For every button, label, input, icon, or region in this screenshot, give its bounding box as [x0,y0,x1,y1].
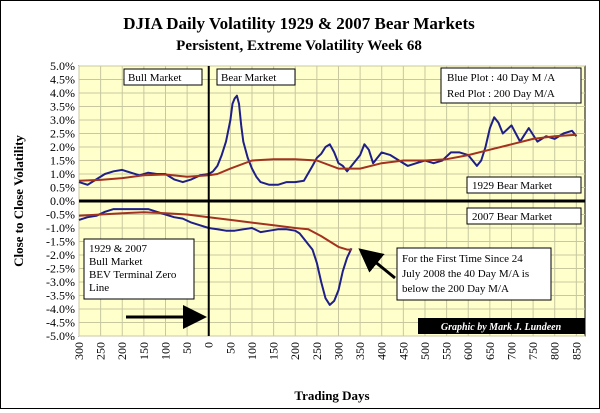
svg-text:Bull Market: Bull Market [89,256,142,268]
series-line-2 [78,133,577,182]
x-tick-label: 550 [440,342,454,360]
x-axis-label: Trading Days [294,388,369,403]
first-time-note: For the First Time Since 24 July 2008 th… [396,247,552,301]
bull-market-label: Bull Market [123,68,203,86]
x-tick-label: 50 [180,342,194,354]
x-tick-label: 100 [245,342,259,360]
y-tick-label: 1.0% [50,167,75,181]
credit-box: Graphic by Mark J. Lundeen [418,318,585,334]
svg-text:July 2008 the 40 Day M/A is: July 2008 the 40 Day M/A is [402,268,529,280]
x-tick-label: 850 [569,342,583,360]
y-tick-label: -5.0% [46,329,75,343]
panel-label-2007: 2007 Bear Market [466,207,582,225]
y-axis-label: Close to Close Volatility [11,135,26,267]
x-tick-label: 300 [331,342,345,360]
x-tick-label: 750 [526,342,540,360]
svg-text:below the 200 Day M/A: below the 200 Day M/A [402,283,509,295]
y-tick-label: 3.5% [50,100,75,114]
svg-text:1929 & 2007: 1929 & 2007 [89,243,148,255]
x-tick-label: 200 [115,342,129,360]
y-tick-label: 0.5% [50,181,75,195]
svg-text:Bull Market: Bull Market [128,72,181,84]
svg-text:2007 Bear Market: 2007 Bear Market [472,211,552,223]
legend: Blue Plot : 40 Day M /A Red Plot : 200 D… [440,67,582,104]
panel-label-1929: 1929 Bear Market [466,176,582,194]
data-lines [78,94,578,306]
chart-title: DJIA Daily Volatility 1929 & 2007 Bear M… [123,14,475,33]
y-tick-label: -1.5% [46,235,75,249]
series-line-1 [78,94,578,186]
x-tick-label: 650 [483,342,497,360]
y-tick-label: -3.0% [46,275,75,289]
y-tick-label: 2.0% [50,140,75,154]
x-tick-label: 250 [310,342,324,360]
x-tick-label: 0 [202,342,216,348]
x-tick-label: 200 [288,342,302,360]
y-tick-label: -3.5% [46,289,75,303]
x-tick-label: 150 [267,342,281,360]
y-tick-labels: 5.0%4.5%4.0%3.5%3.0%2.5%2.0%1.5%1.0%0.5%… [46,59,75,343]
svg-text:Bear Market: Bear Market [221,72,276,84]
x-tick-label: 600 [461,342,475,360]
y-tick-label: -0.5% [46,208,75,222]
bear-market-label: Bear Market [216,68,296,86]
series-line-4 [78,211,352,251]
x-tick-label: 300 [72,342,86,360]
svg-text:Line: Line [89,282,109,294]
arrow-to-crossover [358,248,396,280]
x-tick-label: 500 [418,342,432,360]
y-tick-label: -2.5% [46,262,75,276]
x-tick-label: 150 [137,342,151,360]
x-tick-label: 450 [396,342,410,360]
bev-note: 1929 & 2007 Bull Market BEV Terminal Zer… [83,238,195,300]
series-line-3 [78,208,353,306]
x-tick-label: 800 [548,342,562,360]
x-tick-labels: 300 250 200 150 100 50 0 50 100 150 200 250 300 350 40… [72,342,583,360]
y-tick-label: -1.0% [46,221,75,235]
x-tick-label: 400 [375,342,389,360]
chart-subtitle: Persistent, Extreme Volatility Week 68 [176,38,422,54]
legend-red: Red Plot : 200 Day M/A [447,88,555,100]
x-tick-label: 350 [353,342,367,360]
legend-blue: Blue Plot : 40 Day M /A [447,72,555,84]
y-tick-label: 3.0% [50,113,75,127]
x-tick-label: 250 [94,342,108,360]
y-tick-label: 5.0% [50,59,75,73]
y-tick-label: 4.0% [50,86,75,100]
y-tick-label: 0.0% [50,194,75,208]
svg-text:1929 Bear Market: 1929 Bear Market [472,180,552,192]
y-tick-label: 4.5% [50,73,75,87]
y-tick-label: -4.5% [46,316,75,330]
x-tick-label: 50 [223,342,237,354]
x-tick-label: 700 [504,342,518,360]
x-tick-label: 100 [158,342,172,360]
y-tick-label: -4.0% [46,302,75,316]
svg-text:BEV Terminal Zero: BEV Terminal Zero [89,269,177,281]
y-tick-label: 1.5% [50,154,75,168]
y-tick-label: -2.0% [46,248,75,262]
svg-text:For the First Time Since 24: For the First Time Since 24 [402,253,523,265]
svg-text:Graphic by Mark J. Lundeen: Graphic by Mark J. Lundeen [441,322,562,333]
y-tick-label: 2.5% [50,127,75,141]
